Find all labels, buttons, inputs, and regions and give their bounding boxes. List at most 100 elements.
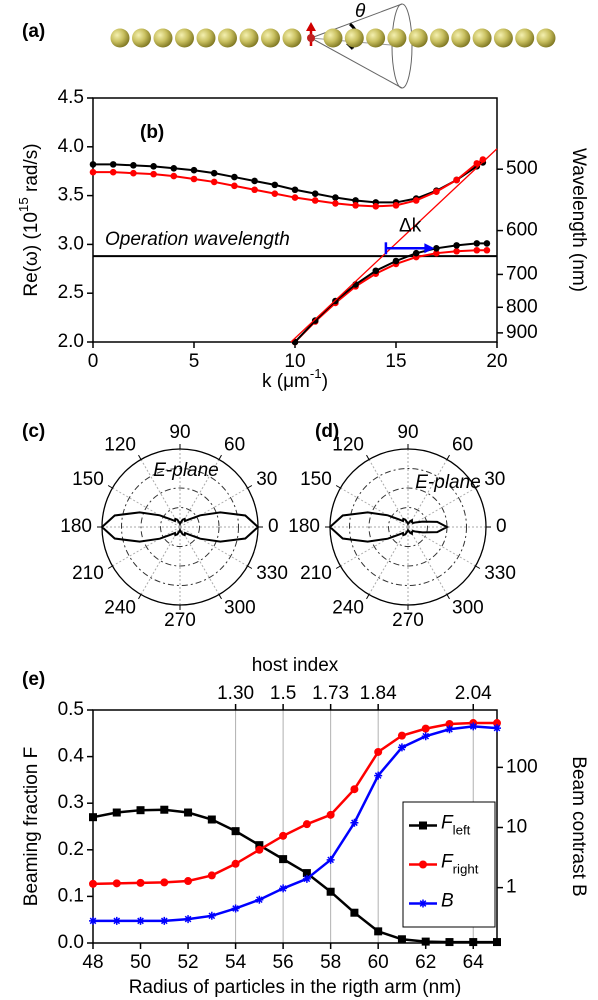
angle-tick	[107, 485, 113, 489]
y2-tick-label: 900	[506, 322, 538, 343]
y2-tick-label: 100	[506, 756, 538, 777]
particle	[493, 28, 513, 48]
angle-label: 60	[224, 435, 245, 456]
marker	[160, 916, 169, 925]
marker	[332, 200, 339, 207]
marker	[397, 743, 406, 752]
particle	[239, 28, 259, 48]
radial-ring	[121, 468, 239, 586]
panel-label: (d)	[315, 421, 339, 442]
marker	[311, 190, 319, 197]
marker	[170, 172, 178, 180]
marker	[473, 246, 481, 254]
marker	[419, 821, 427, 830]
angle-label: 180	[288, 516, 320, 537]
particle	[323, 28, 343, 48]
marker	[483, 240, 491, 247]
marker	[392, 202, 400, 209]
marker	[445, 725, 454, 734]
x2-tick-label: 1.73	[312, 683, 349, 704]
x-axis-label: Radius of particles in the rigth arm (nm…	[129, 977, 462, 998]
particle	[261, 28, 280, 48]
angle-label: θ	[355, 1, 366, 22]
x-tick-label: 64	[463, 952, 485, 973]
radial-ring	[140, 487, 220, 567]
panel-label: (c)	[22, 421, 45, 442]
radial-ring	[160, 507, 200, 547]
marker	[302, 869, 311, 878]
angle-tick	[107, 565, 113, 569]
marker	[150, 170, 157, 178]
marker	[350, 785, 359, 794]
panel-label: (a)	[22, 21, 45, 42]
angle-label: 240	[332, 597, 364, 618]
marker	[271, 181, 279, 189]
marker	[412, 197, 420, 204]
x-tick-label: 10	[284, 351, 305, 372]
y-tick-label: 0.4	[58, 746, 85, 767]
marker	[493, 938, 501, 947]
marker	[352, 197, 359, 204]
marker	[326, 855, 335, 864]
marker	[150, 163, 157, 170]
angle-label: 210	[72, 563, 104, 584]
marker	[89, 916, 97, 925]
marker	[231, 859, 240, 868]
x2-axis-label: host index	[252, 655, 339, 676]
angle-label: 30	[256, 469, 277, 490]
angle-label: 240	[104, 597, 136, 618]
marker	[493, 724, 501, 733]
angle-spoke	[112, 526, 181, 567]
marker	[89, 813, 97, 822]
y-axis-label-part: Re(ω) (10	[21, 212, 42, 297]
angle-tick	[446, 454, 450, 460]
legend-label-part: F	[441, 813, 454, 834]
legend-label-part: left	[453, 822, 471, 837]
angle-spoke	[140, 459, 181, 528]
marker	[445, 719, 454, 728]
y2-tick-label: 700	[506, 263, 538, 284]
marker	[392, 257, 400, 265]
angle-label: 60	[452, 435, 473, 456]
panel-label: (e)	[22, 669, 45, 690]
particle	[218, 28, 237, 48]
angle-label: 0	[268, 516, 279, 537]
marker	[473, 160, 481, 167]
angle-spoke	[368, 459, 409, 528]
x-tick-label: 15	[385, 351, 406, 372]
series-line	[294, 242, 487, 343]
angle-spoke	[407, 526, 448, 595]
angle-tick	[475, 485, 481, 489]
x-axis-label-part: k (μm	[262, 371, 310, 392]
x-axis-label-part: )	[322, 371, 328, 392]
marker	[352, 202, 359, 209]
x-tick-label: 0	[88, 351, 99, 372]
angle-tick	[138, 594, 142, 600]
particle	[451, 28, 471, 48]
angle-label: 30	[484, 469, 505, 490]
particle	[110, 28, 130, 48]
particle	[515, 28, 535, 48]
angle-spoke	[112, 487, 181, 528]
marker	[112, 879, 121, 888]
marker	[433, 245, 440, 252]
angle-tick	[475, 565, 481, 569]
angle-label: 150	[300, 469, 332, 490]
legend-label: B	[441, 891, 454, 912]
reference-label: Operation wavelength	[105, 229, 290, 250]
panel-a: (a) θ	[22, 1, 556, 89]
y2-tick-label: 800	[506, 296, 538, 317]
angle-label: 330	[484, 563, 516, 584]
x-tick-label: 5	[189, 351, 200, 372]
marker	[326, 887, 335, 896]
marker	[302, 820, 311, 829]
x-tick-label: 60	[368, 952, 389, 973]
y-tick-label: 2.0	[58, 331, 84, 352]
angle-label: 180	[60, 516, 92, 537]
marker	[279, 831, 288, 840]
y-tick-label: 3.5	[58, 185, 84, 206]
marker	[207, 911, 216, 920]
series-line	[290, 148, 498, 343]
marker	[326, 810, 335, 819]
